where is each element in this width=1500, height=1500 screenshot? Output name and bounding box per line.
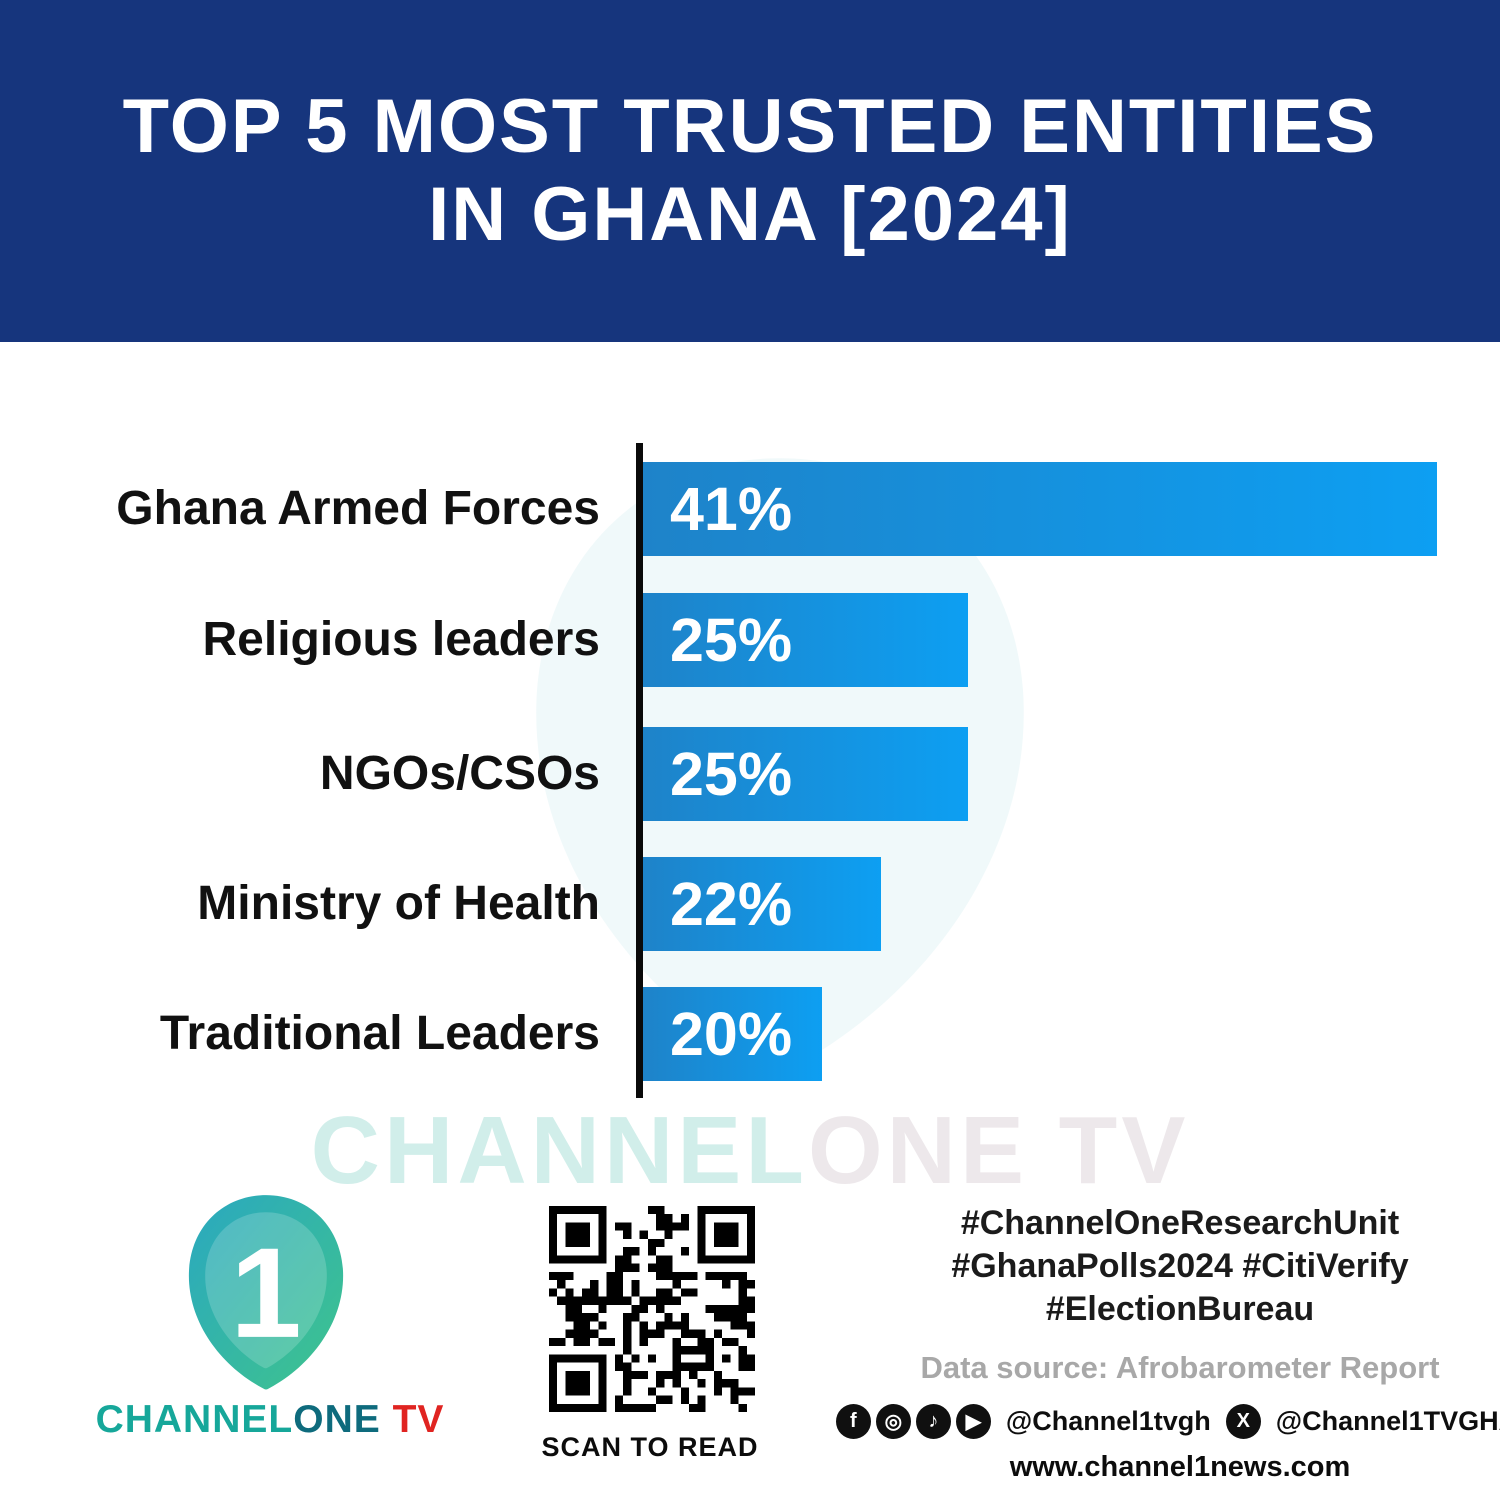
bar-value-label: 41% (670, 475, 793, 543)
footer-right-column: #ChannelOneResearchUnit #GhanaPolls2024 … (835, 1202, 1500, 1484)
social-handle-x: @Channel1TVGHA (1275, 1406, 1500, 1437)
bar-value-label: 25% (670, 606, 793, 674)
bar-value-label: 25% (670, 740, 793, 808)
x-icon: X (1225, 1404, 1261, 1440)
hashtag-line-3: #ElectionBureau (1045, 1289, 1315, 1328)
bar: 20% (643, 987, 822, 1081)
hashtag-line-2: #GhanaPolls2024 #CitiVerify (951, 1246, 1409, 1285)
brand-wordmark: CHANNELONE TV (60, 1398, 480, 1442)
qr-code (549, 1206, 755, 1412)
page-title-line1: TOP 5 MOST TRUSTED ENTITIES (122, 83, 1378, 169)
website-url: www.channel1news.com (1009, 1451, 1351, 1484)
bar-label: Ministry of Health (197, 877, 600, 930)
bar-label: Traditional Leaders (159, 1007, 600, 1060)
instagram-icon: ◎ (875, 1404, 911, 1440)
social-row: f ◎ ♪ ▶ @Channel1tvgh X @Channel1TVGHA (835, 1404, 1500, 1440)
chart-axis-line (636, 443, 643, 1098)
bar: 41% (643, 462, 1437, 556)
hashtag-line-1: #ChannelOneResearchUnit (960, 1204, 1400, 1242)
page-title-line2: IN GHANA [2024] (428, 172, 1072, 257)
logo-digit: 1 (230, 1222, 301, 1365)
bar: 25% (643, 593, 968, 687)
brand-channel: CHANNEL (95, 1398, 294, 1441)
bar-label: Ghana Armed Forces (116, 482, 600, 535)
bar-label: NGOs/CSOs (319, 747, 600, 800)
bar-value-label: 22% (670, 870, 793, 938)
brand-watermark-part2: ONE TV (807, 1097, 1190, 1204)
qr-caption: SCAN TO READ (541, 1432, 759, 1462)
brand-watermark-part1: CHANNEL (310, 1097, 808, 1204)
bar-row: Traditional Leaders 20% (0, 987, 1500, 1081)
bar-row: Religious leaders 25% (0, 593, 1500, 687)
facebook-icon: f (835, 1404, 871, 1440)
bar-value-label: 20% (670, 1000, 793, 1068)
data-source-text: Data source: Afrobarometer Report (920, 1350, 1440, 1386)
brand-one: ONE (293, 1398, 381, 1441)
channel-one-logo: 1 (188, 1195, 344, 1390)
bar: 25% (643, 727, 968, 821)
youtube-icon: ▶ (955, 1404, 991, 1440)
bar: 22% (643, 857, 881, 951)
bar-row: NGOs/CSOs 25% (0, 727, 1500, 821)
tiktok-icon: ♪ (915, 1404, 951, 1440)
bar-label: Religious leaders (202, 613, 600, 666)
bar-row: Ghana Armed Forces 41% (0, 462, 1500, 556)
social-icon-group: f ◎ ♪ ▶ (835, 1404, 991, 1440)
brand-tv: TV (380, 1398, 445, 1441)
bar-row: Ministry of Health 22% (0, 857, 1500, 951)
social-handle-main: @Channel1tvgh (1005, 1406, 1211, 1437)
header-banner: TOP 5 MOST TRUSTED ENTITIES IN GHANA [20… (0, 0, 1500, 342)
